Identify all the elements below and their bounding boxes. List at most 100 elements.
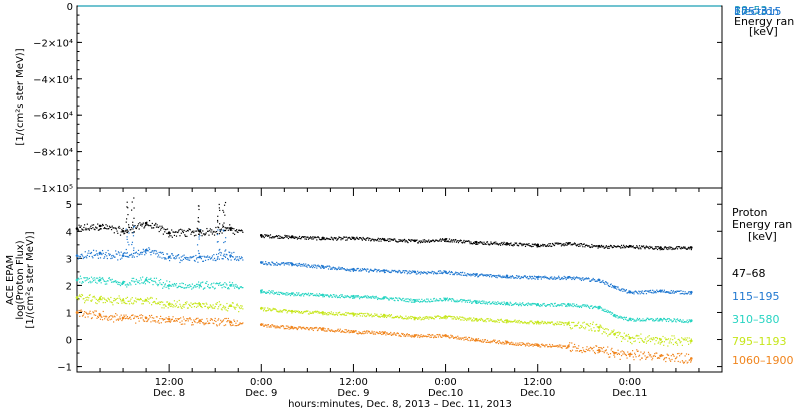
series-dot [368, 296, 370, 299]
series-dot [422, 334, 424, 337]
series-dot [417, 242, 419, 244]
series-dot [526, 277, 528, 279]
series-spike [127, 241, 129, 243]
series-dot [130, 302, 133, 304]
series-dot [204, 287, 206, 289]
series-dot [275, 309, 277, 311]
electron-panel: 0−2×10⁴−4×10⁴−6×10⁴−8×10⁴−1×10⁵[1/(cm²s … [15, 2, 794, 195]
series-dot [383, 331, 385, 333]
series-dot [526, 323, 528, 325]
series-dot [352, 330, 355, 332]
series-dot [578, 243, 580, 245]
series-dot [300, 328, 303, 330]
series-dot [428, 316, 431, 318]
series-dot [112, 227, 114, 229]
series-dot [144, 320, 146, 322]
series-dot [94, 254, 96, 257]
series-dot [594, 305, 596, 307]
series-dot [519, 342, 521, 344]
series-dot [456, 299, 458, 301]
series-dot [177, 231, 179, 234]
series-dot [392, 317, 395, 319]
series-dot [100, 295, 102, 298]
series-dot [83, 226, 85, 229]
series-dot [633, 359, 635, 361]
series-dot [198, 320, 200, 322]
series-dot [502, 321, 504, 323]
series-dot [79, 294, 81, 296]
series-dot [331, 296, 333, 298]
series-dot [195, 254, 197, 257]
series-dot [162, 318, 164, 320]
series-dot [115, 227, 117, 229]
series-dot [479, 241, 482, 243]
series-dot [634, 291, 636, 293]
series-dot [406, 273, 408, 275]
series-dot [595, 245, 597, 248]
series-dot [598, 329, 601, 331]
bottom-xtick-date-1: Dec. 9 [245, 388, 277, 399]
series-dot [189, 228, 191, 230]
series-dot [475, 340, 477, 342]
series-dot [237, 231, 239, 233]
series-spike [196, 244, 199, 246]
series-dot [546, 277, 548, 279]
series-spike [219, 229, 221, 232]
series-dot [367, 314, 369, 316]
series-dot [675, 357, 677, 359]
series-dot [474, 318, 476, 320]
series-dot [377, 237, 379, 239]
series-dot [164, 284, 166, 286]
series-dot [341, 267, 343, 269]
series-dot [325, 294, 327, 296]
series-dot [540, 303, 542, 306]
series-dot [316, 293, 318, 295]
series-dot [160, 322, 162, 324]
series-dot [139, 297, 142, 300]
series-dot [98, 301, 100, 303]
series-dot [405, 335, 407, 337]
series-dot [441, 317, 443, 319]
series-dot [332, 238, 334, 240]
series-dot [506, 303, 508, 306]
series-dot [343, 268, 345, 270]
series-dot [575, 244, 577, 246]
series-dot [135, 227, 138, 230]
series-dot [107, 319, 109, 321]
top-legend-entry-0: 38–53 [734, 4, 768, 17]
series-dot [538, 304, 540, 306]
series-dot [352, 295, 355, 297]
series-dot [624, 353, 626, 355]
series-dot [354, 238, 357, 240]
series-dot [164, 229, 167, 231]
series-dot [155, 321, 157, 323]
series-dot [117, 319, 120, 321]
series-dot [549, 321, 551, 323]
series-dot [346, 312, 348, 314]
series-dot [662, 354, 664, 357]
series-dot [95, 277, 97, 279]
series-dot [268, 289, 270, 292]
series-dot [312, 294, 314, 297]
series-spike [133, 197, 135, 199]
series-dot [215, 253, 218, 256]
series-dot [123, 252, 125, 254]
series-dot [562, 345, 565, 347]
series-dot [442, 317, 444, 319]
series-dot [186, 307, 189, 309]
series-dot [323, 237, 325, 239]
series-dot [224, 255, 226, 257]
series-dot [227, 227, 229, 229]
series-dot [678, 319, 680, 322]
series-dot [182, 255, 184, 257]
series-dot [477, 301, 480, 303]
series-dot [464, 317, 466, 319]
series-dot [687, 321, 690, 323]
series-dot [588, 245, 590, 247]
series-dot [656, 319, 658, 321]
series-dot [230, 259, 232, 261]
series-dot [292, 293, 294, 295]
series-dot [95, 298, 97, 300]
series-dot [196, 285, 198, 288]
series-dot [150, 225, 152, 227]
